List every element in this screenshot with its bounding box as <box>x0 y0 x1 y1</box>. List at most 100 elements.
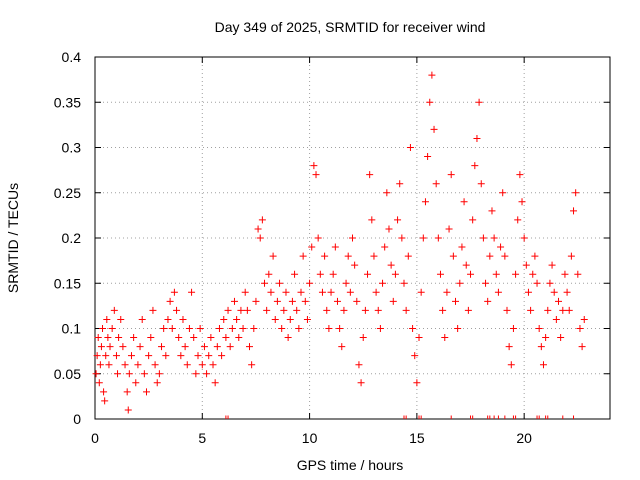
data-point <box>351 261 359 269</box>
data-point <box>501 252 509 260</box>
data-point <box>179 315 187 323</box>
data-point <box>381 243 389 251</box>
data-point <box>271 315 279 323</box>
zero-markers <box>225 415 575 419</box>
data-point <box>434 234 442 242</box>
data-point <box>475 98 483 106</box>
data-point <box>123 388 131 396</box>
data-point <box>258 216 266 224</box>
data-point <box>327 288 335 296</box>
data-point <box>256 234 264 242</box>
data-point <box>106 343 114 351</box>
data-point <box>447 171 455 179</box>
data-point <box>127 352 135 360</box>
data-point <box>104 334 112 342</box>
data-point <box>314 234 322 242</box>
data-point <box>273 297 281 305</box>
data-point <box>203 370 211 378</box>
data-point <box>299 252 307 260</box>
data-point <box>205 352 213 360</box>
data-point <box>168 325 176 332</box>
data-point <box>318 288 326 296</box>
data-point <box>505 343 513 351</box>
data-point <box>497 243 505 251</box>
data-point <box>95 379 103 387</box>
data-point <box>222 334 230 342</box>
data-point <box>439 306 447 314</box>
data-point <box>92 370 100 378</box>
x-tick-label: 20 <box>516 430 532 446</box>
data-point <box>158 343 166 351</box>
data-point <box>512 270 520 278</box>
data-point <box>374 306 382 314</box>
data-point <box>316 270 324 278</box>
data-point <box>100 388 108 396</box>
data-point <box>499 189 507 197</box>
data-point <box>376 325 384 332</box>
data-point <box>250 325 258 332</box>
data-point <box>346 288 354 296</box>
data-point <box>93 352 101 360</box>
data-point <box>340 306 348 314</box>
data-point <box>138 315 146 323</box>
data-point <box>460 198 468 206</box>
data-point <box>263 306 271 314</box>
data-point <box>207 334 215 342</box>
y-axis-label: SRMTID / TECUs <box>5 183 21 293</box>
data-point <box>94 334 102 342</box>
data-point <box>215 325 223 332</box>
data-point <box>218 352 226 360</box>
data-point <box>359 334 367 342</box>
data-point <box>213 343 221 351</box>
data-point <box>544 306 552 314</box>
data-point <box>486 252 494 260</box>
data-point <box>276 279 284 287</box>
data-point <box>458 243 466 251</box>
data-point <box>567 252 575 260</box>
data-point <box>134 361 142 369</box>
data-point <box>561 270 569 278</box>
data-point <box>308 243 316 251</box>
data-point <box>368 216 376 224</box>
y-tick-label: 0.3 <box>62 140 82 156</box>
data-point <box>153 379 161 387</box>
data-point <box>99 325 107 332</box>
data-point <box>402 306 410 314</box>
data-point <box>527 306 535 314</box>
data-point <box>415 334 423 342</box>
data-point <box>490 234 498 242</box>
y-tick-label: 0.4 <box>62 49 82 65</box>
data-point <box>404 252 412 260</box>
data-point <box>306 279 314 287</box>
data-point <box>449 252 457 260</box>
data-point <box>503 306 511 314</box>
data-point <box>261 279 269 287</box>
data-point <box>220 315 228 323</box>
data-point <box>265 270 273 278</box>
x-tick-label: 10 <box>302 430 318 446</box>
data-point <box>103 315 111 323</box>
y-tick-label: 0.1 <box>62 321 82 337</box>
data-point <box>303 315 311 323</box>
data-point <box>115 334 123 342</box>
data-point <box>209 361 217 369</box>
data-point <box>514 216 522 224</box>
data-point <box>385 225 393 233</box>
data-point <box>477 180 485 188</box>
data-point <box>426 98 434 106</box>
data-point <box>546 279 554 287</box>
data-point <box>344 252 352 260</box>
data-point <box>389 297 397 305</box>
data-point <box>578 343 586 351</box>
data-point <box>400 279 408 287</box>
data-point <box>563 288 571 296</box>
data-point <box>108 325 116 332</box>
data-point <box>97 343 105 351</box>
data-point <box>357 379 365 387</box>
data-point <box>509 325 517 332</box>
data-point <box>572 189 580 197</box>
data-point <box>136 343 144 351</box>
data-point <box>559 306 567 314</box>
data-point <box>507 361 515 369</box>
